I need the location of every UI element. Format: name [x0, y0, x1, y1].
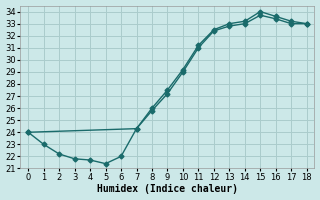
X-axis label: Humidex (Indice chaleur): Humidex (Indice chaleur)	[97, 184, 238, 194]
